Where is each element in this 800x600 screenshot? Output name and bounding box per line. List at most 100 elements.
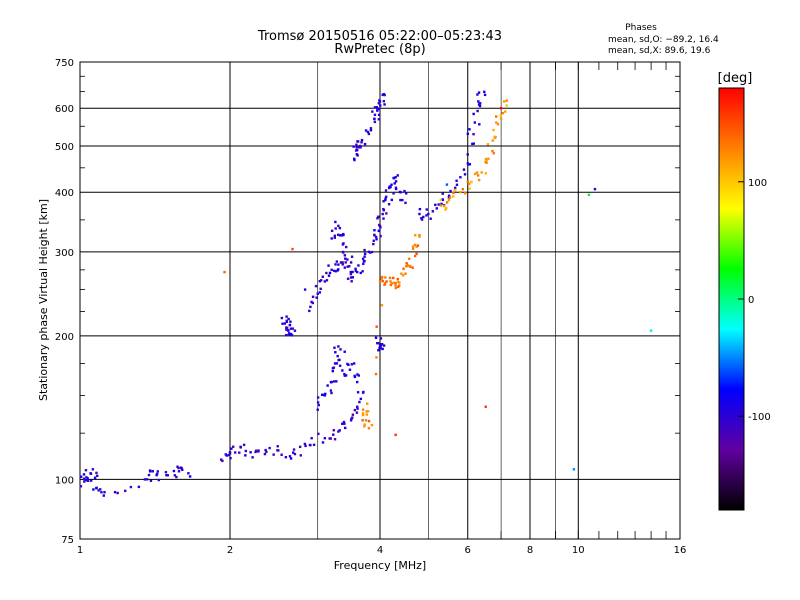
scatter-point	[587, 193, 591, 197]
trace-point	[429, 217, 432, 220]
trace-point	[431, 210, 435, 213]
trace-point	[323, 394, 327, 397]
trace-point	[390, 183, 393, 186]
trace-point	[505, 99, 508, 102]
trace-point	[129, 485, 133, 489]
trace-point	[244, 454, 247, 457]
trace-point	[422, 215, 425, 219]
trace-point	[378, 346, 381, 350]
trace-point	[466, 132, 470, 136]
scatter-point	[394, 433, 397, 437]
trace-point	[420, 217, 423, 220]
scatter-point	[593, 187, 597, 191]
trace-point	[333, 269, 336, 273]
trace-point	[97, 489, 100, 492]
trace-point	[156, 470, 160, 473]
trace-point	[378, 229, 381, 232]
trace-point	[404, 272, 407, 275]
trace-point	[341, 261, 344, 264]
trace-point	[361, 419, 364, 422]
trace-point	[355, 411, 359, 414]
data-points	[79, 90, 653, 497]
trace-point	[315, 296, 318, 299]
trace-point	[493, 135, 496, 139]
trace-point	[379, 234, 382, 238]
trace-point	[350, 363, 353, 366]
trace-point	[352, 157, 356, 161]
trace-point	[331, 369, 335, 373]
trace-point	[359, 397, 363, 401]
trace-point	[84, 478, 87, 482]
trace-point	[382, 217, 385, 220]
trace-point	[371, 110, 374, 113]
trace-point	[355, 270, 359, 274]
trace-point	[418, 235, 421, 238]
trace-point	[373, 228, 376, 232]
trace-point	[328, 271, 332, 275]
trace-point	[380, 277, 383, 281]
trace-point	[312, 443, 316, 447]
trace-point	[337, 345, 340, 348]
trace-point	[360, 141, 363, 144]
trace-point	[333, 362, 337, 365]
trace-point	[468, 163, 472, 166]
trace-point	[486, 143, 490, 146]
trace-point	[229, 456, 232, 460]
trace-point	[394, 186, 398, 189]
trace-point	[439, 198, 442, 202]
trace-point	[397, 285, 400, 289]
trace-point	[365, 410, 368, 413]
trace-point	[434, 203, 437, 207]
trace-point	[166, 474, 169, 477]
trace-point	[377, 341, 381, 345]
trace-point	[363, 425, 366, 428]
trace-point	[379, 347, 383, 350]
trace-point	[406, 264, 410, 267]
trace-point	[411, 245, 415, 248]
trace-point	[79, 485, 83, 488]
trace-point	[354, 267, 357, 271]
trace-point	[157, 478, 161, 482]
trace-point	[316, 396, 320, 399]
trace-point	[373, 106, 377, 109]
trace-point	[468, 128, 471, 131]
trace-point	[435, 207, 438, 210]
trace-point	[287, 317, 290, 321]
colorbar: [deg] 100 0 -100	[718, 71, 771, 511]
trace-point	[349, 419, 353, 422]
trace-point	[287, 333, 290, 337]
trace-point	[355, 148, 359, 152]
trace-point	[318, 279, 322, 283]
trace-point	[379, 344, 383, 347]
trace-point	[444, 208, 447, 211]
trace-point	[396, 174, 399, 177]
trace-point	[416, 244, 420, 247]
trace-point	[378, 99, 381, 102]
trace-point	[355, 405, 359, 408]
trace-point	[361, 270, 364, 273]
trace-point	[92, 488, 95, 491]
trace-point	[383, 93, 386, 97]
trace-point	[366, 130, 370, 134]
trace-point	[340, 234, 343, 237]
trace-point	[377, 349, 380, 352]
trace-point	[342, 232, 345, 236]
trace-point	[334, 220, 337, 224]
trace-point	[329, 437, 332, 440]
trace-point	[378, 280, 382, 283]
trace-point	[478, 102, 481, 105]
y-tick-label: 400	[55, 188, 74, 199]
trace-point	[310, 300, 313, 304]
trace-point	[79, 475, 83, 478]
trace-point	[384, 197, 387, 200]
trace-point	[330, 268, 333, 272]
trace-point	[483, 93, 487, 97]
trace-point	[492, 128, 495, 132]
colorbar-label: [deg]	[718, 71, 753, 86]
trace-point	[155, 472, 159, 476]
trace-point	[499, 114, 502, 117]
trace-point	[317, 403, 320, 407]
trace-point	[403, 189, 406, 193]
trace-point	[345, 245, 348, 249]
trace-point	[499, 117, 503, 121]
